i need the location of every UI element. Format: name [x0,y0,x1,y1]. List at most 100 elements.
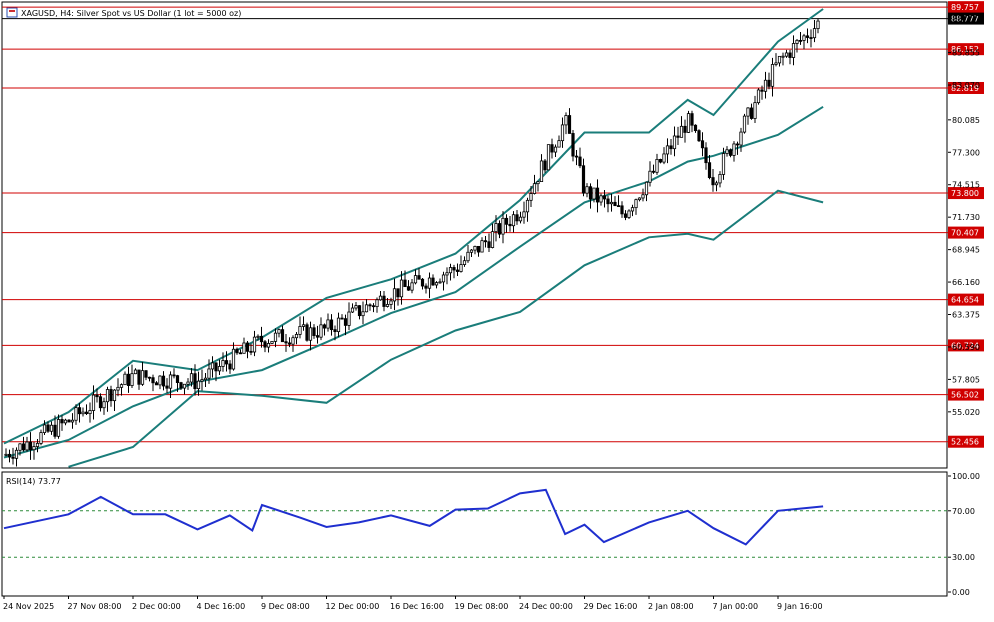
candle-body [126,373,131,386]
candle-body [137,369,141,385]
level-price-tag [948,388,984,401]
candle-body [21,443,26,451]
candle-body [459,264,463,272]
candle-body [112,389,117,402]
candle-body [763,79,768,92]
candle-body [389,300,393,305]
candle-body [539,160,544,182]
candle-body [441,274,446,283]
candle-body [760,89,764,92]
horizontal-levels-layer: 86.152 82.819 73.800 70.407 64.654 60.724 56.5… [2,1,984,448]
candle-body [781,55,785,58]
candle-body [245,342,250,352]
candle-body [287,342,292,345]
candle-body [214,362,218,372]
candle-body [487,241,491,248]
candle-body [11,456,15,459]
candle-body [728,149,733,156]
candle-body [644,181,649,196]
candle-body [25,441,29,451]
candle-body [60,419,64,424]
candle-body [669,145,673,150]
candle-body [63,419,68,424]
candle-body [308,327,313,341]
candle-body [777,55,782,64]
candle-body [620,205,624,215]
candle-body [28,441,33,451]
candle-body [385,304,390,307]
candle-body [693,124,698,132]
price-pane-frame [1,1,948,469]
candle-body [294,333,299,339]
candle-body [609,201,614,205]
candle-body [655,158,659,173]
rsi-axis-tick-label: 30.00 [952,553,975,562]
candle-body [560,124,565,142]
candle-body [56,419,61,437]
candle-body [522,211,526,218]
candle-body [382,295,386,307]
candle-body [770,64,775,87]
current-price-tag [948,12,984,25]
candle-body [504,217,509,225]
chart-window-icon-bar [9,10,15,12]
candle-body [749,107,754,119]
candle-body [221,360,225,367]
candle-body [284,341,288,344]
candle-body [368,304,372,307]
candle-body [203,377,208,381]
candle-body [707,162,712,178]
candle-body [630,207,635,212]
candle-body [648,170,652,183]
level-price-label: 56.502 [951,391,979,400]
price-axis: 88.777 85.855 83.070 80.085 77.300 74.515 71.7… [948,15,980,417]
candle-body [606,198,610,205]
candle-body [637,197,642,201]
candle-body [403,279,407,288]
candle-body [732,143,736,156]
level-price-label: 82.819 [951,84,979,93]
candle-body [511,214,516,227]
candle-body [581,165,586,194]
candle-body [742,115,747,133]
candle-body [392,288,397,302]
candle-body [207,368,211,379]
ask-price-tag [948,1,984,14]
candle-body [354,305,358,309]
candle-body [228,363,232,370]
candle-body [473,245,477,251]
candle-body [767,79,771,87]
candle-body [413,275,418,284]
candle-body [686,113,691,133]
price-axis-tick-label: 83.070 [952,81,980,90]
candle-body [242,342,246,354]
price-axis-tick-label: 80.085 [952,116,980,125]
candle-body [508,223,512,227]
candle-body [105,389,110,403]
candle-body [179,382,183,389]
candle-body [518,216,523,222]
candle-body [224,360,229,365]
candle-body [735,143,740,146]
candle-body [480,240,484,253]
candle-body [165,385,169,389]
candle-body [305,324,309,341]
candle-body [616,205,621,208]
candle-body [784,52,789,57]
candle-body [238,352,243,355]
candle-body [4,453,8,456]
candle-body [672,135,677,150]
candle-body [270,340,274,344]
candle-body [700,140,705,149]
candle-body [455,269,460,272]
candle-body [361,311,365,317]
candle-body [329,319,334,331]
candle-body [336,317,341,333]
bollinger-band-line [68,189,824,468]
candle-body [739,131,743,146]
candle-body [588,186,593,200]
price-axis-tick-label: 63.375 [952,311,980,320]
candle-body [319,324,323,338]
candle-body [448,267,453,274]
